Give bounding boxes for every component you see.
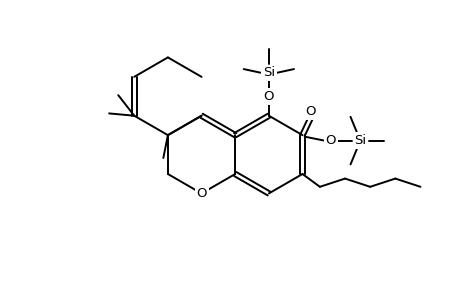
Text: Si: Si bbox=[354, 134, 366, 147]
Text: O: O bbox=[305, 105, 315, 118]
Text: Si: Si bbox=[262, 66, 274, 79]
Text: O: O bbox=[196, 187, 207, 200]
Text: O: O bbox=[263, 90, 274, 103]
Text: O: O bbox=[325, 134, 336, 147]
